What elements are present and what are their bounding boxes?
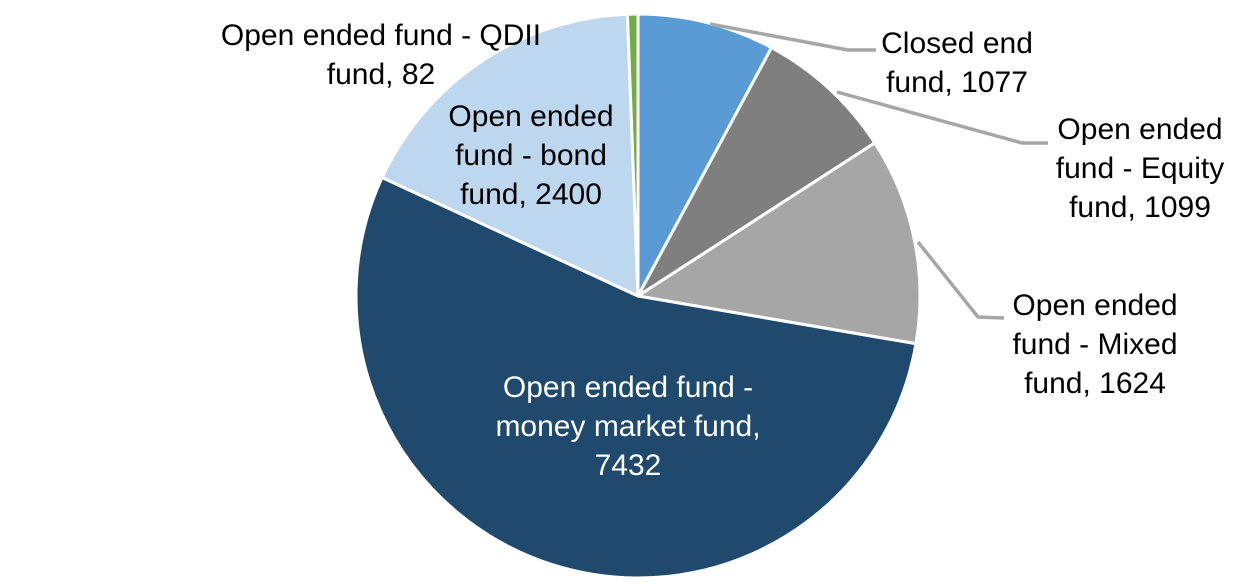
data-label-line: fund, 1624 bbox=[1024, 367, 1166, 400]
data-label-open-ended-mixed-fund: Open ended fund - Mixed fund, 1624 bbox=[1012, 286, 1177, 403]
data-label-line: Open ended bbox=[1012, 289, 1178, 322]
data-label-line: fund, 82 bbox=[326, 58, 436, 91]
leader-line bbox=[709, 22, 876, 52]
pie-slice-open-ended-fund-mixed-fund bbox=[636, 141, 922, 346]
pie-slice-open-ended-fund-money-market-fund bbox=[354, 176, 918, 580]
data-label-open-ended-qdii-fund: Open ended fund - QDII fund, 82 bbox=[221, 16, 541, 94]
data-label-open-ended-equity-fund: Open ended fund - Equity fund, 1099 bbox=[1056, 110, 1224, 227]
data-label-line: fund, 1099 bbox=[1069, 191, 1211, 224]
pie-slice-open-ended-fund-equity-fund bbox=[636, 46, 877, 298]
leader-line bbox=[916, 240, 1005, 320]
pie-slice-closed-end-fund bbox=[636, 12, 774, 298]
data-label-line: fund - Mixed bbox=[1012, 328, 1178, 361]
data-label-line: fund - Equity bbox=[1055, 152, 1225, 185]
pie-slice-open-ended-fund-bond-fund bbox=[380, 12, 640, 298]
data-label-closed-end-fund: Closed end fund, 1077 bbox=[881, 24, 1033, 102]
data-label-line: Open ended bbox=[1057, 113, 1223, 146]
data-label-line: Closed end bbox=[881, 27, 1033, 60]
data-label-line: Open ended fund - bbox=[502, 371, 754, 404]
data-label-open-ended-bond-fund: Open ended fund - bond fund, 2400 bbox=[448, 97, 613, 214]
leader-line bbox=[836, 90, 1048, 145]
data-label-line: Open ended fund - QDII bbox=[220, 19, 542, 52]
data-label-line: 7432 bbox=[594, 449, 662, 482]
data-label-line: Open ended bbox=[448, 100, 614, 133]
data-label-open-ended-money-market-fund: Open ended fund - money market fund, 743… bbox=[495, 368, 760, 485]
data-label-line: money market fund, bbox=[495, 410, 761, 443]
data-label-line: fund - bond bbox=[455, 139, 607, 172]
data-label-line: fund, 1077 bbox=[886, 66, 1028, 99]
pie-slice-open-ended-fund-qdii-fund bbox=[625, 12, 640, 298]
data-label-line: fund, 2400 bbox=[460, 178, 602, 211]
